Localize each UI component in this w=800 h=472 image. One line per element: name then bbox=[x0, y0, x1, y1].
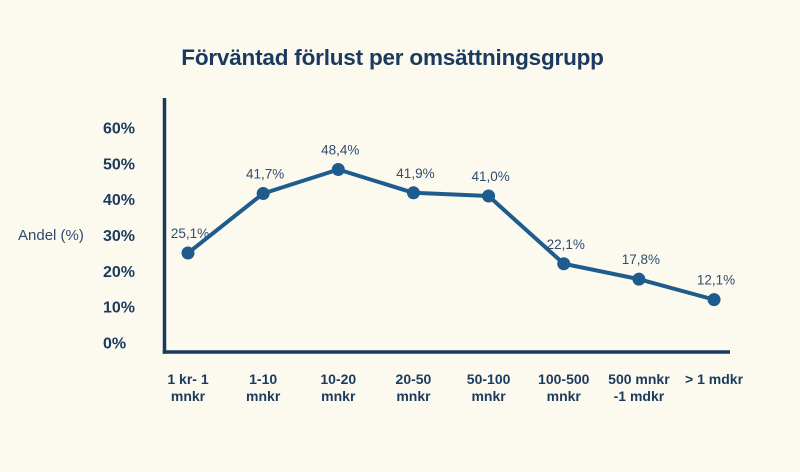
x-axis-category-line: mnkr bbox=[396, 388, 431, 404]
data-point-label: 22,1% bbox=[547, 237, 585, 252]
data-point bbox=[331, 162, 345, 176]
data-point bbox=[406, 186, 420, 200]
series-line bbox=[186, 167, 717, 302]
data-point bbox=[632, 272, 646, 286]
y-axis-title: Andel (%) bbox=[18, 227, 84, 244]
x-axis-category-line: 1-10 bbox=[249, 371, 277, 387]
data-point bbox=[557, 257, 571, 271]
data-point-label: 12,1% bbox=[697, 273, 735, 288]
data-point bbox=[482, 189, 496, 203]
chart-title: Förväntad förlust per omsättningsgrupp bbox=[181, 45, 604, 70]
x-axis-category-line: -1 mdkr bbox=[614, 388, 665, 404]
y-axis-tick-label: 10% bbox=[103, 300, 135, 317]
y-axis-tick-label: 0% bbox=[103, 336, 126, 353]
data-point-label: 41,7% bbox=[246, 167, 284, 182]
data-point-label: 41,0% bbox=[471, 169, 509, 184]
y-axis-tick-label: 50% bbox=[103, 156, 135, 173]
data-point bbox=[707, 293, 721, 307]
x-axis-category-line: > 1 mdkr bbox=[685, 371, 744, 387]
x-axis-category-line: mnkr bbox=[547, 388, 582, 404]
y-axis-tick-label: 30% bbox=[103, 228, 135, 245]
data-point-label: 48,4% bbox=[321, 142, 359, 157]
x-axis-category-line: 20-50 bbox=[396, 371, 432, 387]
x-axis-category-line: mnkr bbox=[471, 388, 506, 404]
y-axis-tick-label: 20% bbox=[103, 264, 135, 281]
y-axis-tick-label: 60% bbox=[103, 120, 135, 137]
y-axis-tick-label: 40% bbox=[103, 192, 135, 209]
x-axis-category-line: 100-500 bbox=[538, 371, 590, 387]
x-axis-category-line: mnkr bbox=[321, 388, 356, 404]
x-axis-category-line: 1 kr- 1 bbox=[167, 371, 208, 387]
x-axis-category-line: 500 mnkr bbox=[608, 371, 670, 387]
data-point-label: 25,1% bbox=[171, 226, 209, 241]
data-point-label: 41,9% bbox=[396, 166, 434, 181]
data-point bbox=[181, 246, 195, 260]
x-axis-category-label: 500 mnkr-1 mdkr bbox=[608, 371, 670, 404]
data-point bbox=[256, 187, 270, 201]
x-axis-category-line: mnkr bbox=[246, 388, 281, 404]
data-point-label: 17,8% bbox=[622, 252, 660, 267]
x-axis-category-line: 50-100 bbox=[467, 371, 511, 387]
x-axis-category-label: > 1 mdkr bbox=[685, 371, 744, 387]
x-axis-category-line: mnkr bbox=[171, 388, 206, 404]
x-axis-category-line: 10-20 bbox=[320, 371, 356, 387]
